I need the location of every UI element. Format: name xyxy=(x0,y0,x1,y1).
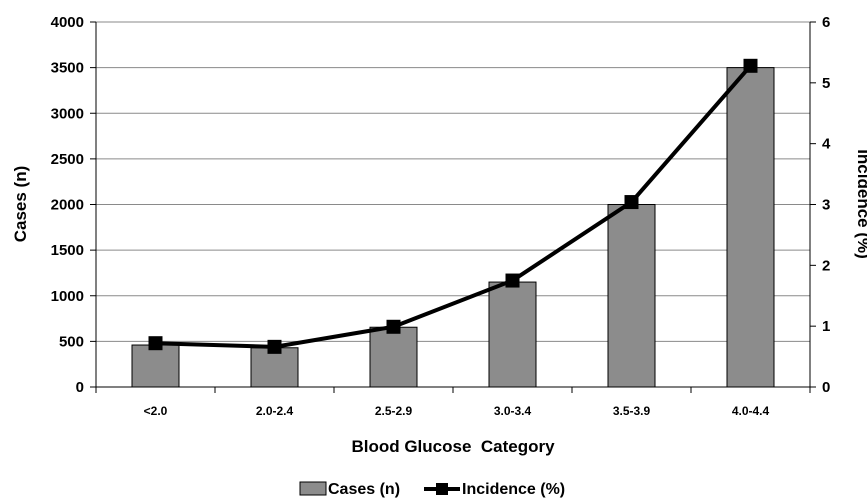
y-tick-label-right: 3 xyxy=(822,197,830,214)
y-tick-label-right: 5 xyxy=(822,75,830,92)
y-tick-label-left: 2500 xyxy=(51,151,84,168)
bar xyxy=(488,281,537,388)
incidence-marker xyxy=(148,336,163,351)
incidence-line xyxy=(155,64,753,349)
gridlines xyxy=(96,21,810,342)
incidence-marker xyxy=(505,273,520,288)
y-tick-label-left: 3000 xyxy=(51,105,84,122)
legend-swatch-marker xyxy=(436,483,448,495)
bar xyxy=(131,344,180,388)
axes xyxy=(95,22,811,393)
y-tick-label-left: 1500 xyxy=(51,242,84,259)
y-tick-label-left: 0 xyxy=(76,379,84,396)
left-axis-ticks: 0 500 1000 1500 2000 2500 3000 3500 4000 xyxy=(51,14,96,396)
y-tick-label-right: 6 xyxy=(822,14,830,31)
category-labels: <2.0 2.0-2.4 2.5-2.9 3.0-3.4 3.5-3.9 4.0-4.4 xyxy=(144,404,770,418)
x-tick-label: 2.5-2.9 xyxy=(375,404,413,418)
line-series xyxy=(148,58,758,354)
y-tick-label-left: 500 xyxy=(59,333,84,350)
bar xyxy=(607,204,656,388)
y-tick-label-right: 2 xyxy=(822,257,830,274)
incidence-marker xyxy=(743,58,758,73)
bar-series xyxy=(131,67,775,388)
y-tick-label-left: 2000 xyxy=(51,197,84,214)
x-axis-title: Blood Glucose Category xyxy=(351,437,555,456)
legend-swatch-cases xyxy=(299,481,327,496)
legend-label-cases: Cases (n) xyxy=(328,481,400,498)
incidence-marker xyxy=(267,339,282,354)
x-tick-label: 3.0-3.4 xyxy=(494,404,532,418)
y-tick-label-left: 4000 xyxy=(51,14,84,31)
y-tick-label-right: 4 xyxy=(822,136,831,153)
right-axis-ticks: 0 1 2 3 4 5 6 xyxy=(810,14,831,396)
legend: Cases (n) Incidence (%) xyxy=(299,481,565,498)
incidence-marker xyxy=(386,319,401,334)
bar xyxy=(250,347,299,388)
y-tick-label-right: 0 xyxy=(822,379,830,396)
x-tick-label: 4.0-4.4 xyxy=(732,404,770,418)
x-tick-label: 2.0-2.4 xyxy=(256,404,294,418)
bar xyxy=(726,67,775,388)
legend-label-incidence: Incidence (%) xyxy=(462,481,565,498)
bar xyxy=(369,326,418,388)
y-axis-title-right: Incidence (%) xyxy=(854,149,867,259)
x-tick-label: 3.5-3.9 xyxy=(613,404,651,418)
incidence-marker xyxy=(624,195,639,210)
y-tick-label-right: 1 xyxy=(822,318,830,335)
x-tick-label: <2.0 xyxy=(144,404,168,418)
y-tick-label-left: 3500 xyxy=(51,60,84,77)
y-axis-title-left: Cases (n) xyxy=(11,166,30,243)
y-tick-label-left: 1000 xyxy=(51,288,84,305)
